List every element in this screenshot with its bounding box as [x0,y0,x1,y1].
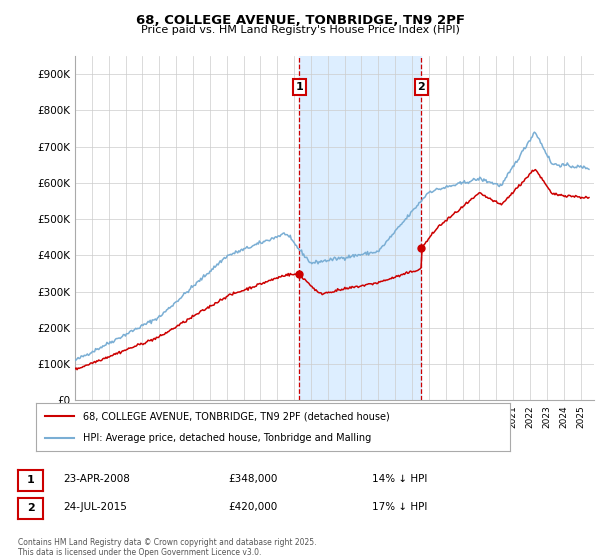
Text: 2: 2 [418,82,425,92]
Text: Price paid vs. HM Land Registry's House Price Index (HPI): Price paid vs. HM Land Registry's House … [140,25,460,35]
Text: 24-JUL-2015: 24-JUL-2015 [63,502,127,512]
Text: 68, COLLEGE AVENUE, TONBRIDGE, TN9 2PF (detached house): 68, COLLEGE AVENUE, TONBRIDGE, TN9 2PF (… [83,411,390,421]
Text: Contains HM Land Registry data © Crown copyright and database right 2025.
This d: Contains HM Land Registry data © Crown c… [18,538,317,557]
Text: 17% ↓ HPI: 17% ↓ HPI [372,502,427,512]
Text: 1: 1 [295,82,303,92]
Text: 14% ↓ HPI: 14% ↓ HPI [372,474,427,484]
Text: 1: 1 [27,475,34,486]
Text: 2: 2 [27,503,34,514]
Text: £420,000: £420,000 [228,502,277,512]
Bar [299,56,421,400]
Text: 23-APR-2008: 23-APR-2008 [63,474,130,484]
Text: 68, COLLEGE AVENUE, TONBRIDGE, TN9 2PF: 68, COLLEGE AVENUE, TONBRIDGE, TN9 2PF [136,14,464,27]
Text: £348,000: £348,000 [228,474,277,484]
Text: HPI: Average price, detached house, Tonbridge and Malling: HPI: Average price, detached house, Tonb… [83,433,371,443]
